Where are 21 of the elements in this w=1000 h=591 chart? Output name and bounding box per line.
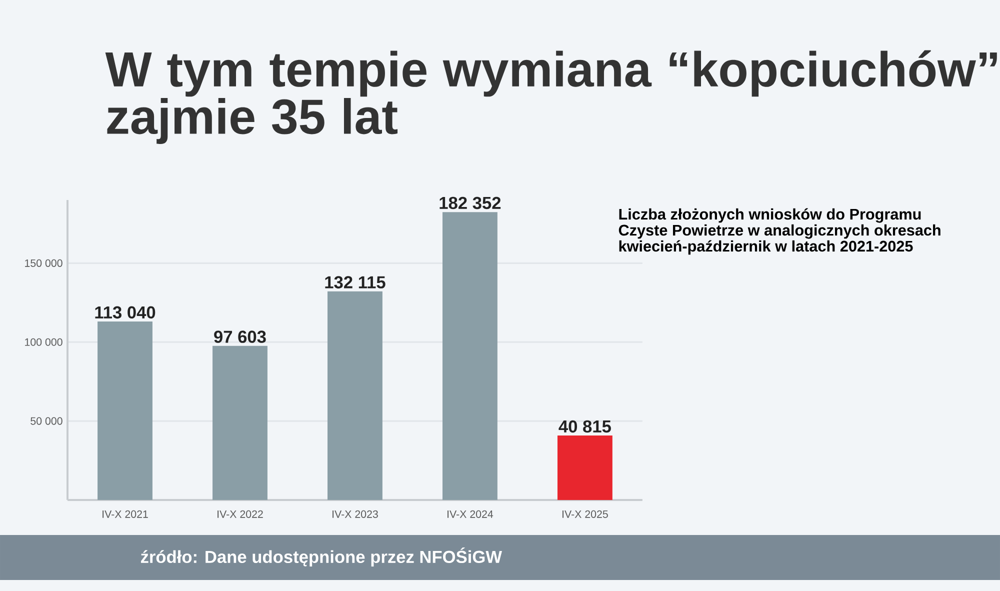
data-label: 97 603 — [214, 330, 266, 343]
text: źródło: Dane udostępnione przez NFOŚiGW — [140, 547, 502, 566]
x-tick-label: IV-X 2021 — [102, 510, 148, 518]
annotation: Liczba złożonych wniosków do Programu Czyste Powietrze w analogicznych okresach kwiecień-październik w latach 2021-2025 — [618, 208, 940, 255]
bar — [328, 291, 382, 500]
x-tick-label: IV-X 2022 — [218, 510, 263, 518]
chart-title: W tym tempie wymiana “kopciuchów” zajmie 35 lat — [105, 50, 997, 144]
bar — [212, 346, 268, 500]
data-label: 40 815 — [558, 420, 611, 433]
y-tick-label: 150 000 — [25, 259, 62, 267]
data-label: 182 352 — [440, 196, 501, 210]
bar — [442, 212, 498, 500]
y-tick-label: 50 000 — [30, 417, 62, 425]
x-tick-label: IV-X 2023 — [332, 510, 378, 518]
bar — [98, 322, 152, 500]
x-tick-label: IV-X 2025 — [562, 510, 608, 518]
bar — [557, 436, 612, 500]
data-label: 132 115 — [325, 276, 386, 288]
data-label: 113 040 — [95, 306, 156, 319]
x-tick-label: IV-X 2024 — [448, 510, 494, 518]
y-tick-label: 100 000 — [25, 338, 62, 346]
